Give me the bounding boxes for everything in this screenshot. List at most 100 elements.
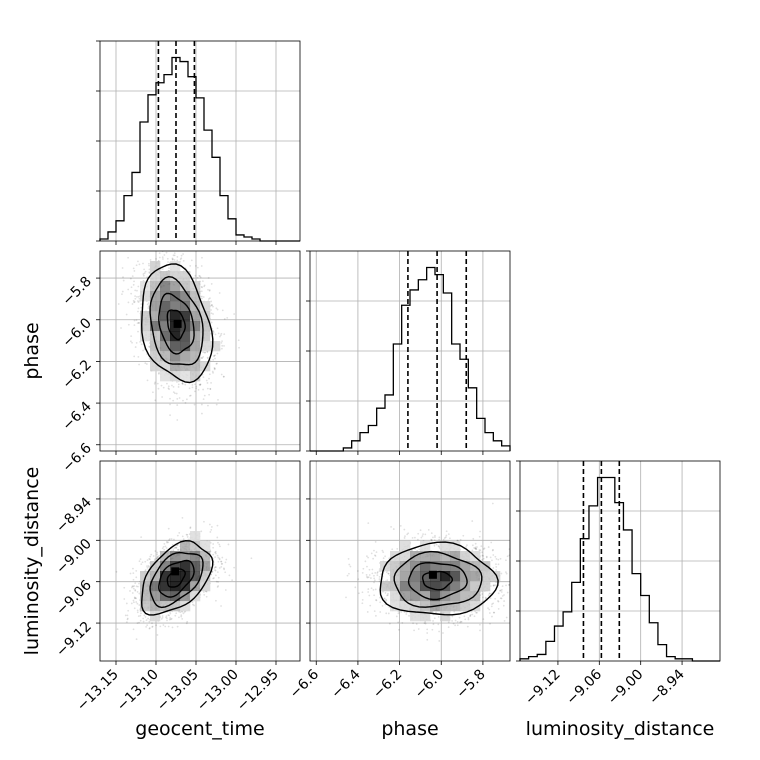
sample-point: [424, 620, 427, 623]
density-cell: [200, 581, 211, 592]
sample-point: [203, 285, 206, 288]
sample-point: [195, 385, 198, 388]
sample-point: [143, 614, 146, 617]
sample-point: [451, 619, 454, 622]
sample-point: [179, 611, 182, 614]
sample-point: [469, 613, 472, 616]
sample-point: [165, 615, 168, 618]
sample-point: [132, 299, 135, 302]
sample-point: [435, 611, 437, 614]
sample-point: [405, 613, 408, 615]
sample-point: [217, 576, 220, 579]
x-tick-label-phase-2: −6.2: [370, 667, 405, 702]
density-cell: [190, 291, 201, 302]
sample-point: [445, 530, 448, 533]
sample-point: [201, 295, 203, 298]
sample-point: [136, 591, 139, 593]
sample-point: [376, 571, 379, 573]
sample-point: [202, 398, 205, 401]
sample-point: [373, 594, 376, 597]
sample-point: [171, 258, 174, 261]
sample-point: [220, 565, 223, 568]
sample-point: [142, 620, 145, 623]
sample-point: [140, 612, 142, 615]
density-cell: [390, 561, 401, 572]
sample-point: [181, 517, 184, 519]
sample-point: [214, 599, 217, 602]
sample-point: [208, 377, 210, 380]
sample-point: [385, 571, 388, 574]
sample-point: [167, 387, 170, 390]
sample-point: [203, 351, 206, 354]
sample-point: [173, 259, 176, 261]
sample-point: [141, 561, 144, 564]
x-tick-label-geocent_time-3: −13.00: [194, 667, 242, 715]
sample-point: [145, 363, 148, 365]
sample-point: [216, 586, 219, 588]
sample-point: [208, 393, 211, 396]
sample-point: [467, 618, 470, 621]
sample-point: [169, 618, 172, 621]
sample-point: [484, 597, 487, 600]
x-tick-label-luminosity_distance-2: −9.00: [605, 667, 647, 709]
sample-point: [180, 615, 183, 618]
sample-point: [167, 625, 170, 628]
density-cell: [180, 601, 191, 612]
sample-point: [479, 629, 481, 632]
sample-point: [421, 535, 424, 537]
density-cell: [460, 561, 471, 572]
sample-point: [147, 302, 150, 304]
sample-point: [206, 350, 209, 353]
sample-point: [164, 545, 167, 548]
sample-point: [438, 546, 441, 549]
sample-point: [503, 600, 506, 602]
sample-point: [214, 569, 216, 571]
sample-point: [121, 293, 123, 296]
density-cell: [200, 541, 211, 552]
histogram-geocent_time: [99, 56, 300, 242]
density-cell: [440, 601, 451, 612]
sample-point: [374, 554, 376, 557]
sample-point: [169, 414, 171, 417]
sample-point: [494, 597, 497, 600]
sample-point: [200, 265, 203, 267]
sample-point: [206, 382, 209, 384]
sample-point: [157, 555, 159, 558]
sample-point: [148, 272, 151, 274]
sample-point: [156, 634, 159, 636]
sample-point: [482, 618, 485, 620]
sample-point: [215, 566, 217, 569]
density-cell: [140, 591, 151, 602]
sample-point: [385, 599, 388, 602]
contour-2: [149, 551, 204, 609]
sample-point: [132, 599, 135, 602]
sample-point: [156, 245, 158, 247]
sample-point: [136, 322, 139, 325]
sample-point: [218, 543, 221, 546]
sample-point: [181, 383, 184, 386]
sample-point: [147, 307, 150, 309]
sample-point: [379, 596, 381, 599]
sample-point: [160, 384, 163, 387]
sample-point: [202, 351, 205, 354]
sample-point: [488, 592, 491, 595]
sample-point: [213, 367, 216, 369]
sample-point: [194, 390, 196, 393]
sample-point: [132, 267, 135, 270]
density-cell: [160, 371, 171, 382]
sample-point: [207, 276, 210, 279]
sample-point: [224, 561, 227, 564]
density-cell: [150, 321, 161, 332]
y-tick-label-phase-2: −6.2: [59, 357, 94, 392]
sample-point: [134, 289, 137, 292]
sample-point: [478, 549, 481, 551]
density-cell: [400, 591, 411, 602]
density-cell: [150, 601, 161, 612]
sample-point: [168, 236, 170, 238]
sample-point: [134, 588, 137, 591]
density-cell: [400, 551, 411, 562]
density-cell: [160, 351, 171, 362]
sample-point: [417, 628, 420, 630]
sample-point: [381, 549, 384, 552]
sample-point: [116, 628, 119, 630]
